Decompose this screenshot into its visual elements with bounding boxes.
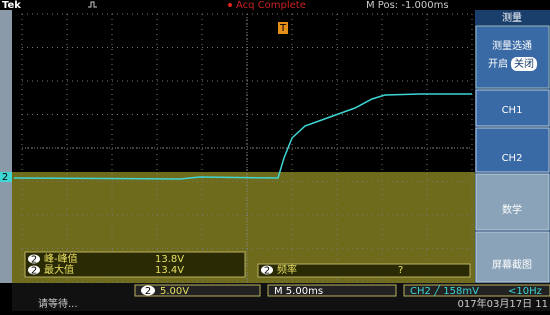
menu-button-label: 数学 xyxy=(502,203,522,216)
measurement-value: 13.4V xyxy=(155,265,184,276)
menu-title: 测量 xyxy=(502,11,522,24)
measurement-channel: 2 xyxy=(31,255,37,266)
acq-status: Acq Complete xyxy=(236,0,306,11)
menu-button-label: 屏幕截图 xyxy=(492,258,532,271)
menu-button[interactable] xyxy=(476,174,549,230)
measurement-name: 频率 xyxy=(277,263,297,276)
brand: Tek xyxy=(2,0,21,11)
display: Tek Acq Complete M Pos: -1.000ms T 2 测量 … xyxy=(0,0,550,311)
measurement-value: ? xyxy=(398,265,403,276)
trigger-frequency: <10Hz xyxy=(508,286,542,297)
measurement-value: 13.8V xyxy=(155,254,184,265)
menu-button[interactable] xyxy=(476,232,549,282)
menu-button-label: CH2 xyxy=(502,153,523,164)
datetime: 017年03月17日 11 xyxy=(458,297,548,310)
oscilloscope-screen: Tek Acq Complete M Pos: -1.000ms T 2 测量 … xyxy=(0,0,550,311)
timebase: M 5.00ms xyxy=(274,286,323,297)
gate-title: 测量选通 xyxy=(492,39,532,52)
position: M Pos: -1.000ms xyxy=(366,0,449,11)
status-channel: 2 xyxy=(145,286,151,297)
gate-on: 开启 xyxy=(488,57,508,70)
channel-marker-label: 2 xyxy=(2,172,8,183)
menu-button[interactable] xyxy=(476,128,549,172)
measurement-channel: 2 xyxy=(264,266,270,277)
left-strip xyxy=(0,10,12,283)
channel-scale: 5.00V xyxy=(160,286,189,297)
menu-button-label: CH1 xyxy=(502,105,523,116)
measurement-channel: 2 xyxy=(31,266,37,277)
gate-button[interactable] xyxy=(476,26,549,88)
trigger-info: CH2 ╱ 158mV xyxy=(410,284,479,297)
measurement-name: 峰-峰值 xyxy=(44,252,78,265)
gate-off: 关闭 xyxy=(514,57,534,70)
message: 请等待... xyxy=(38,297,78,310)
status-dot xyxy=(228,3,232,7)
trigger-marker-label: T xyxy=(279,23,287,34)
measurement-name: 最大值 xyxy=(44,263,74,276)
